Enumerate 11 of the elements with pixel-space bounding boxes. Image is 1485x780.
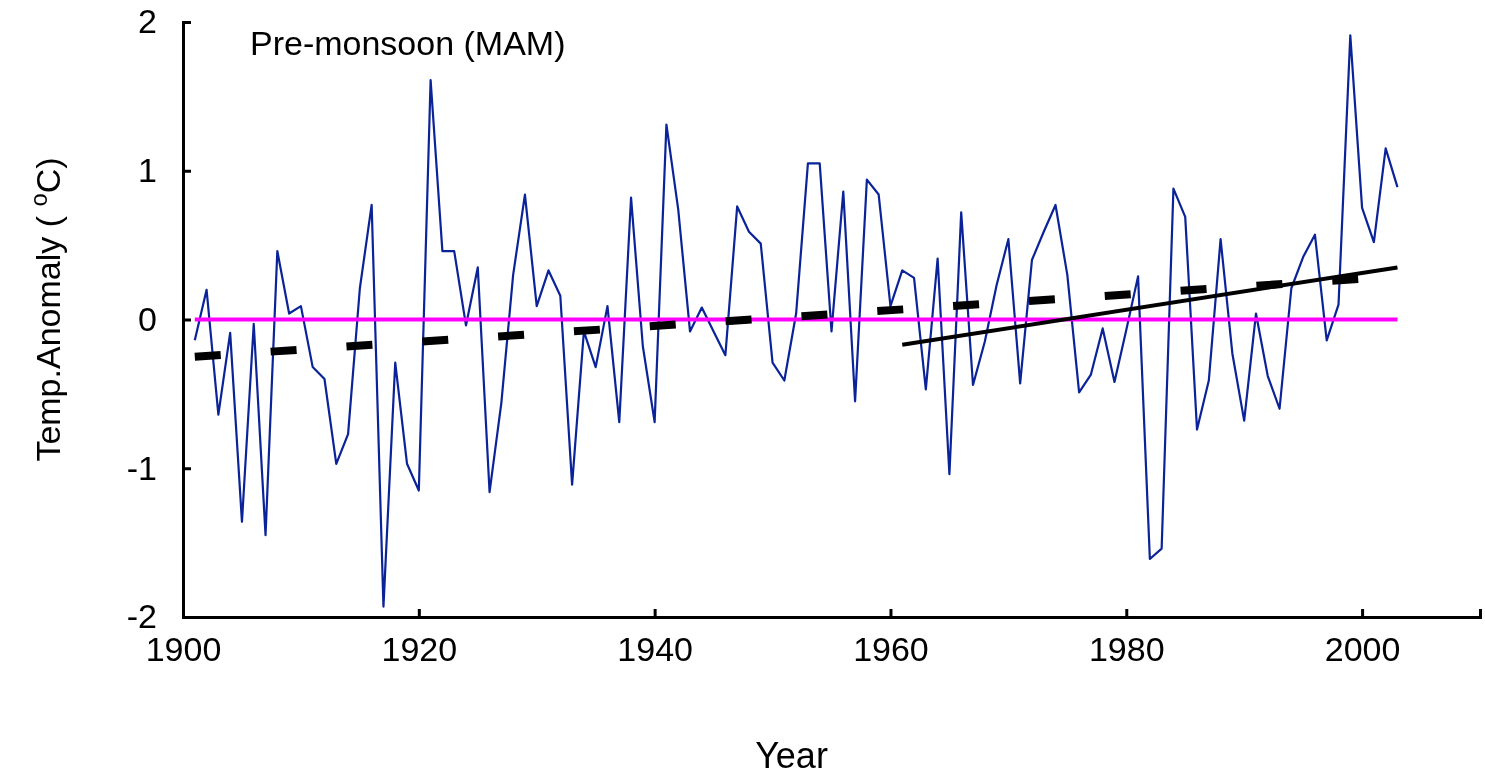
y-tick-label: 1: [138, 151, 157, 190]
x-tick-label: 2000: [1324, 630, 1401, 669]
x-tick-label: 1960: [853, 630, 929, 669]
x-tick-label: 1940: [617, 630, 693, 669]
x-axis-title: Year: [755, 735, 828, 776]
x-tick-label: 1980: [1088, 630, 1165, 669]
chart-title: Pre-monsoon (MAM): [250, 24, 566, 62]
y-tick-label: 0: [138, 299, 157, 338]
x-tick-label: 1920: [381, 630, 458, 669]
y-tick-label: -1: [126, 448, 157, 487]
y-tick-label: 2: [138, 2, 157, 41]
